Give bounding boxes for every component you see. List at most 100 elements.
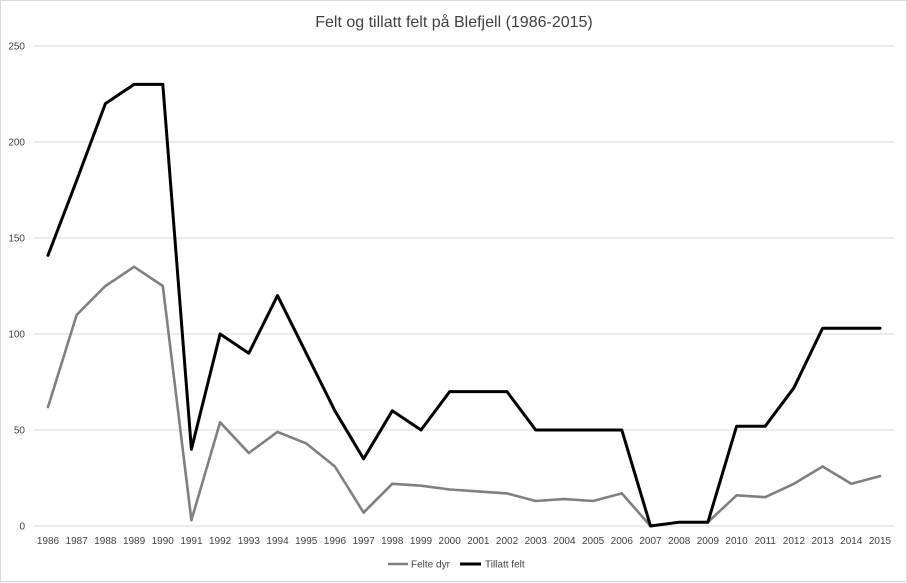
legend: Felte dyr Tillatt felt: [388, 560, 525, 571]
data-point: [75, 313, 78, 316]
x-tick-label: 2003: [525, 536, 548, 547]
data-point: [792, 482, 796, 485]
data-point: [620, 428, 623, 432]
data-point: [850, 327, 853, 330]
data-point: [104, 102, 107, 105]
data-point: [534, 499, 537, 503]
x-tick-label: 1994: [266, 536, 289, 547]
data-point: [46, 405, 50, 409]
data-point: [764, 496, 767, 499]
data-point: [821, 327, 824, 330]
x-tick-label: 1989: [123, 536, 146, 547]
data-point: [305, 352, 308, 355]
data-point: [591, 428, 595, 432]
x-tick-label: 2007: [639, 536, 662, 547]
data-point: [792, 386, 796, 389]
x-tick-label: 2009: [697, 536, 720, 547]
data-point: [391, 409, 394, 412]
x-tick-label: 1997: [352, 536, 375, 547]
data-point: [563, 428, 566, 432]
data-point: [878, 327, 882, 330]
x-tick-label: 2002: [496, 536, 519, 547]
y-tick-label: 50: [14, 426, 26, 437]
data-point: [132, 265, 136, 268]
data-point: [677, 520, 681, 524]
data-point: [764, 424, 767, 428]
data-point: [534, 428, 537, 432]
data-point: [218, 421, 222, 424]
x-tick-label: 2004: [553, 536, 576, 547]
legend-label: Felte dyr: [411, 560, 451, 571]
series-line-2: [46, 82, 882, 528]
data-point: [75, 179, 78, 182]
data-point: [132, 83, 136, 86]
x-tick-label: 1999: [410, 536, 433, 547]
x-tick-label: 2005: [582, 536, 605, 547]
data-point: [448, 488, 451, 491]
data-point: [477, 390, 480, 393]
x-tick-label: 1996: [324, 536, 347, 547]
data-point: [563, 497, 566, 501]
legend-label: Tillatt felt: [485, 560, 525, 571]
data-point: [735, 494, 738, 497]
x-tick-label: 1992: [209, 536, 232, 547]
x-tick-label: 1988: [94, 536, 117, 547]
data-point: [821, 465, 824, 468]
data-point: [419, 484, 423, 487]
data-point: [190, 448, 193, 451]
x-tick-label: 2010: [725, 536, 748, 547]
data-point: [505, 390, 509, 393]
x-tick-label: 2013: [811, 536, 834, 547]
y-tick-label: 250: [8, 42, 25, 53]
data-point: [477, 490, 480, 493]
x-tick-label: 2012: [783, 536, 806, 547]
series-lines: [46, 82, 882, 528]
y-tick-label: 200: [8, 138, 25, 149]
data-point: [735, 424, 738, 428]
y-tick-label: 150: [8, 234, 25, 245]
data-point: [850, 482, 853, 485]
data-point: [218, 332, 222, 336]
data-point: [247, 352, 251, 355]
x-tick-label: 1991: [180, 536, 203, 547]
x-tick-label: 1986: [37, 536, 60, 547]
data-point: [362, 457, 365, 460]
x-tick-label: 2006: [611, 536, 634, 547]
x-tick-label: 1995: [295, 536, 318, 547]
data-point: [591, 499, 595, 503]
x-tick-label: 2011: [754, 536, 776, 547]
data-point: [305, 442, 308, 445]
data-point: [104, 284, 107, 288]
y-tick-label: 100: [8, 330, 25, 341]
x-tick-label: 1998: [381, 536, 404, 547]
data-point: [362, 511, 365, 514]
data-point: [161, 284, 164, 288]
data-point: [333, 465, 337, 468]
data-point: [276, 430, 279, 434]
data-point: [878, 474, 882, 478]
x-tick-label: 2015: [869, 536, 892, 547]
gridlines: [34, 45, 894, 431]
y-tick-label: 0: [19, 522, 25, 533]
chart-title: Felt og tillatt felt på Blefjell (1986-2…: [315, 13, 592, 31]
x-tick-label: 1987: [66, 536, 89, 547]
data-point: [333, 409, 337, 412]
data-point: [620, 492, 623, 495]
data-point: [161, 83, 164, 86]
data-point: [448, 390, 451, 393]
data-point: [419, 428, 423, 432]
data-point: [46, 254, 50, 257]
axes: 0 50 100 150 200 250 1986 1987 1988 1989 1990 1991 1…: [8, 42, 894, 547]
data-point: [276, 294, 279, 297]
data-point: [505, 492, 509, 495]
data-point: [391, 482, 394, 485]
x-tick-label: 1993: [238, 536, 261, 547]
x-tick-label: 1990: [152, 536, 175, 547]
data-point: [190, 519, 193, 522]
x-tick-label: 2000: [439, 536, 462, 547]
data-point: [247, 451, 251, 455]
x-tick-label: 2008: [668, 536, 691, 547]
data-point: [706, 520, 710, 524]
x-tick-label: 2014: [840, 536, 863, 547]
